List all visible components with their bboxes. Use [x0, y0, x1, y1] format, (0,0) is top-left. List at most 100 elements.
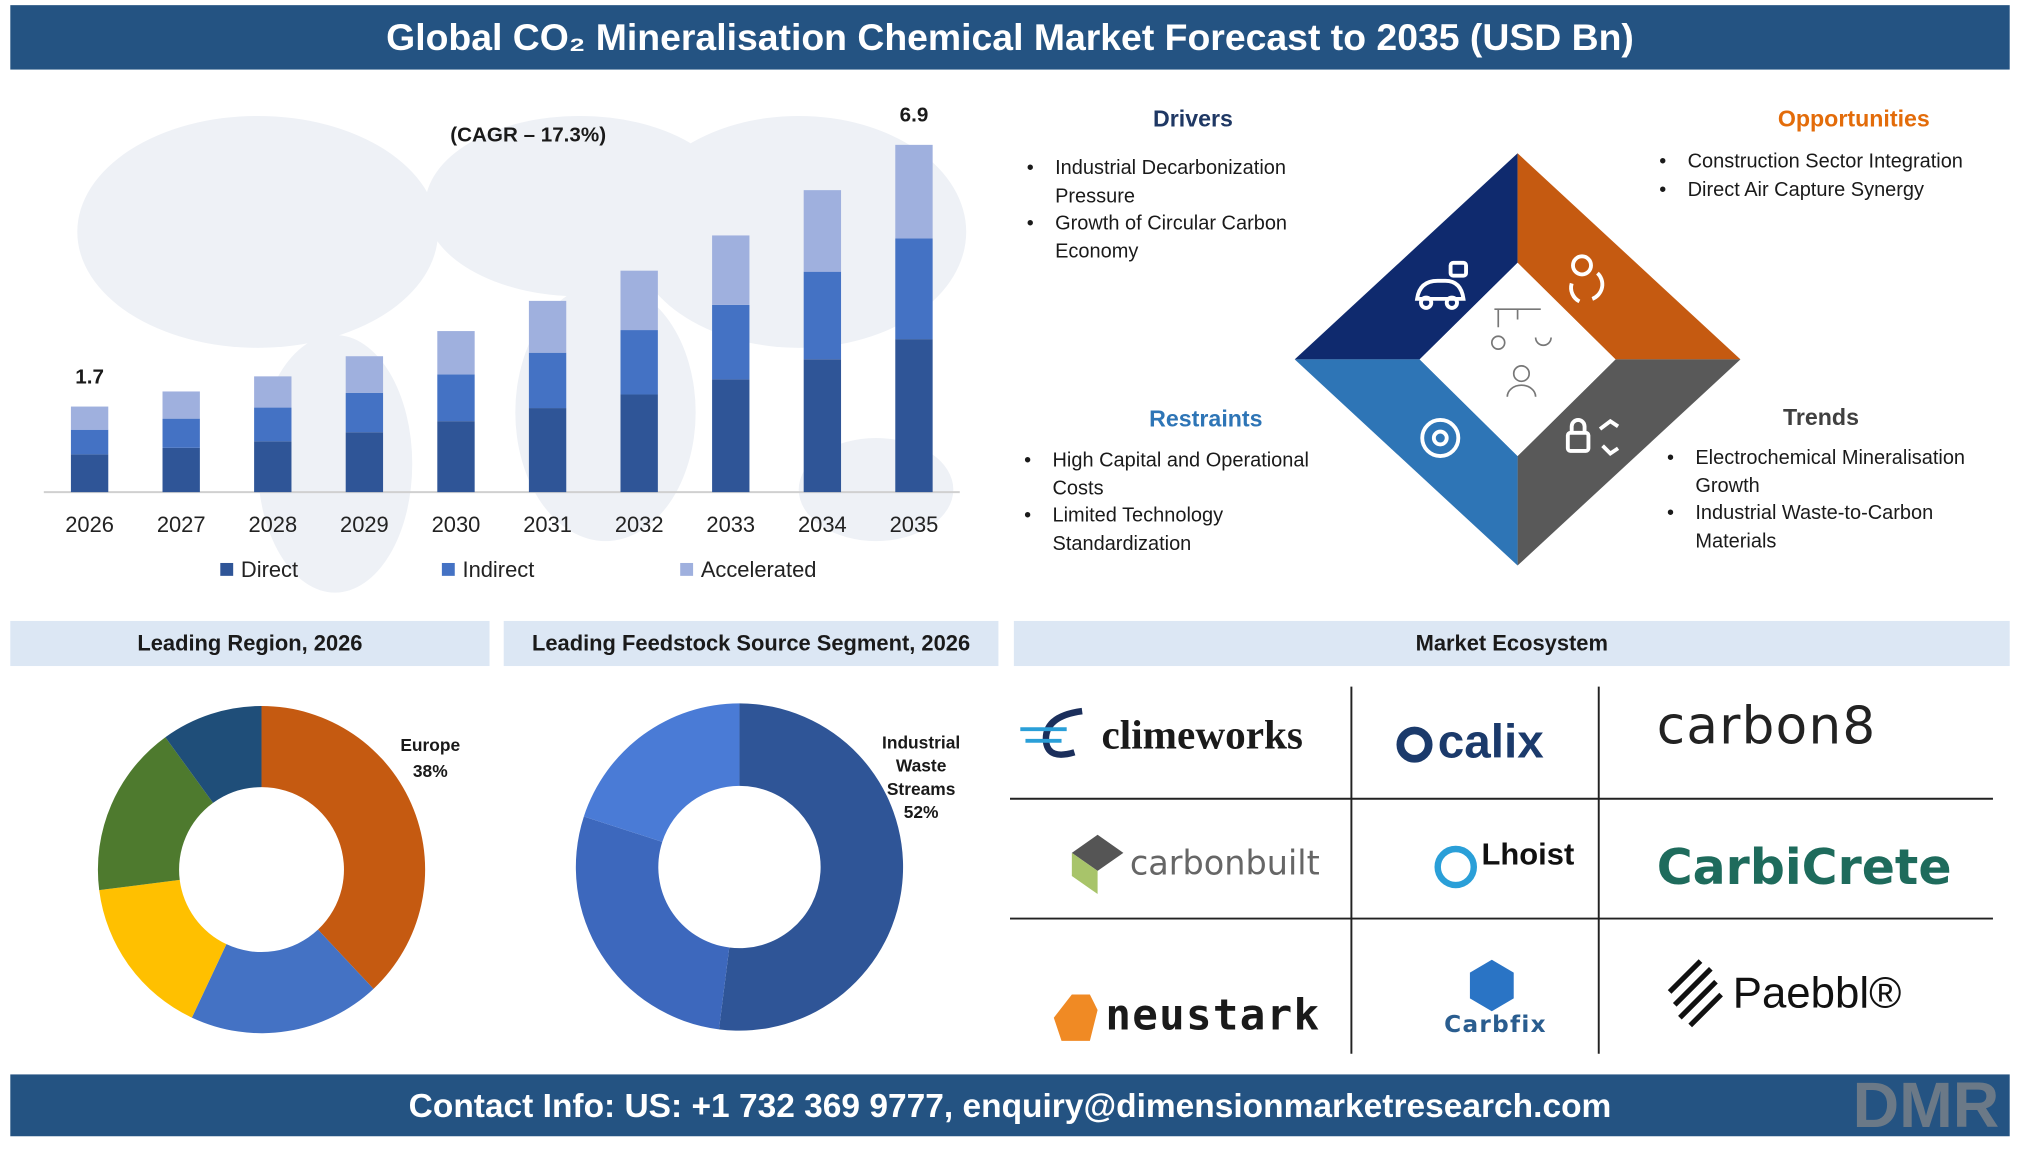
pie-slice [191, 929, 374, 1034]
bar-segment [437, 374, 475, 422]
bar-segment [70, 406, 109, 430]
bullet: • [1659, 150, 1667, 173]
panel-title: Market Ecosystem [1013, 620, 2010, 667]
company-logo: carbon8 [1656, 696, 1877, 757]
quadrant-opportunities: Opportunities [1659, 106, 2000, 149]
bullet-text: Limited Technology Standardization [1052, 505, 1224, 555]
pie-slice [165, 705, 262, 803]
bar-segment [803, 359, 842, 493]
bar-segment [162, 418, 200, 448]
bar-segment [895, 144, 933, 239]
company-logo: neustark [1105, 989, 1321, 1040]
quadrant-trends: Trends [1667, 405, 1996, 448]
bullet: • [1667, 502, 1675, 525]
bullet: • [1026, 212, 1034, 235]
x-tick-label: 2029 [340, 512, 389, 537]
pie-slice [575, 816, 730, 1030]
company-logo: Lhoist [1481, 837, 1575, 873]
x-tick-label: 2027 [157, 512, 206, 537]
company-logo: Carbfix [1444, 1011, 1547, 1039]
bar-segment [620, 394, 658, 493]
bullet-item: • Direct Air Capture Synergy [1659, 176, 2000, 204]
bullet-item: • Industrial Decarbonization Pressure [1027, 155, 1317, 210]
bar-segment [712, 379, 750, 493]
total-label: 1.7 [75, 365, 104, 388]
annotation: (CAGR – 17.3%) [450, 124, 606, 147]
bar-segment [254, 407, 292, 442]
x-tick-label: 2034 [798, 512, 847, 537]
bar-segment [620, 330, 658, 395]
bar-segment [620, 270, 658, 331]
bar-segment [70, 454, 109, 493]
bullet-list: • Construction Sector Integration • Direct … [1659, 148, 2000, 203]
bar-segment [437, 331, 475, 375]
quadrant-title: Trends [1782, 404, 1860, 431]
quadrant-drivers: Drivers [1027, 106, 1317, 149]
bar-segment [437, 421, 475, 493]
ecosystem-grid [1010, 686, 1993, 1054]
bar-segment [803, 190, 842, 272]
bar-segment [345, 392, 384, 433]
company-logo: carbonbuilt [1129, 845, 1320, 884]
total-label: 6.9 [900, 104, 929, 127]
bar-segment [528, 352, 567, 409]
x-tick-label: 2031 [523, 512, 572, 537]
bullet-item: • Growth of Circular Carbon Economy [1027, 210, 1317, 265]
bullet-text: Construction Sector Integration [1687, 150, 1963, 173]
bar-segment [254, 441, 292, 493]
pie-slice [99, 879, 227, 1018]
bullet-item: • High Capital and Operational Costs [1024, 447, 1340, 502]
bullet-text: Industrial Waste-to-Carbon Materials [1695, 502, 1934, 553]
quadrant-title: Opportunities [1777, 105, 1930, 132]
quadrant-title: Restraints [1149, 405, 1263, 432]
bar-segment [254, 376, 292, 408]
legend-label: Accelerated [701, 557, 817, 582]
logo-icons [1020, 707, 1723, 1041]
bullet-text: High Capital and Operational Costs [1052, 449, 1309, 500]
x-tick-label: 2033 [706, 512, 755, 537]
bar-segment [162, 391, 200, 419]
bar-segment [803, 271, 842, 360]
bar-segment [895, 238, 933, 340]
quadrant-restraints: Restraints [1024, 406, 1340, 449]
bar-segment [528, 408, 567, 493]
bar-segment [345, 356, 384, 393]
x-tick-label: 2028 [248, 512, 297, 537]
x-tick-label: 2035 [890, 512, 939, 537]
slice-label: Europe [400, 735, 460, 755]
x-tick-label: 2032 [615, 512, 664, 537]
pie-slice [718, 703, 904, 1031]
footer-bar [10, 1074, 2010, 1137]
bullet-item: • Construction Sector Integration [1659, 148, 2000, 176]
bullet-text: Electrochemical Mineralisation Growth [1695, 447, 1966, 497]
bar-segment [162, 447, 200, 493]
pie-slice [583, 703, 740, 842]
pie-slice [97, 737, 214, 891]
quadrant-title: Drivers [1153, 105, 1233, 132]
legend-label: Direct [241, 557, 298, 582]
bullet-text: Growth of Circular Carbon Economy [1055, 212, 1288, 263]
bullet: • [1667, 447, 1675, 469]
bar-segment [70, 429, 109, 455]
bullet-text: Direct Air Capture Synergy [1687, 178, 1925, 201]
bullet-text: Industrial Decarbonization Pressure [1055, 157, 1286, 207]
bullet-item: • Limited Technology Standardization [1024, 502, 1340, 557]
bullet-item: • Electrochemical Mineralisation Growth [1667, 444, 1996, 499]
company-logo: calix [1437, 714, 1544, 768]
legend-swatch [441, 562, 455, 576]
company-logo: Paebbl® [1732, 968, 1902, 1018]
dmr-logo: DMR [1853, 1069, 2000, 1141]
slice-value-label: 38% [413, 761, 448, 781]
bar-segment [712, 304, 750, 380]
legend-swatch [680, 562, 694, 576]
panel-title: Leading Feedstock Source Segment, 2026 [503, 620, 999, 667]
bullet: • [1026, 157, 1034, 180]
bullet: • [1659, 178, 1667, 201]
panel-title: Leading Region, 2026 [10, 620, 490, 667]
bar-segment [895, 339, 933, 493]
bar-segment [345, 432, 384, 493]
page-title: Global CO₂ Mineralisation Chemical Marke… [386, 18, 1634, 60]
